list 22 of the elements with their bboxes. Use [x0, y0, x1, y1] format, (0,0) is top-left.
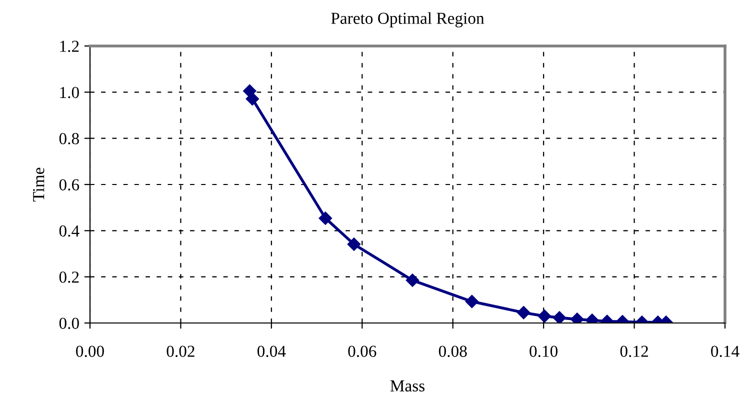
x-tick-label: 0.12	[620, 346, 648, 358]
y-tick-label: 0.4	[59, 225, 80, 237]
x-tick-label: 0.06	[348, 346, 376, 358]
x-axis-title: Mass	[390, 380, 424, 392]
y-tick-label: 1.2	[60, 40, 79, 52]
y-tick-label: 1.0	[60, 86, 79, 98]
x-tick-label: 0.08	[438, 346, 467, 358]
point	[347, 238, 361, 251]
y-tick-label: 0.6	[59, 179, 80, 191]
x-tick-label: 0.02	[166, 346, 194, 358]
x-tick-label: 0.00	[76, 346, 104, 358]
point	[318, 212, 332, 225]
point	[552, 311, 566, 323]
x-tick-label: 0.10	[530, 346, 558, 358]
y-tick-label: 0.0	[59, 318, 79, 330]
y-tick-label: 0.2	[59, 272, 79, 283]
y-tick-label: 0.8	[59, 133, 79, 144]
x-tick-label: 0.14	[711, 346, 740, 358]
y-axis-title: Time	[33, 168, 44, 202]
point	[246, 92, 259, 106]
chart-title: Pareto Optimal Region	[331, 12, 484, 28]
x-tick-label: 0.04	[257, 346, 286, 358]
